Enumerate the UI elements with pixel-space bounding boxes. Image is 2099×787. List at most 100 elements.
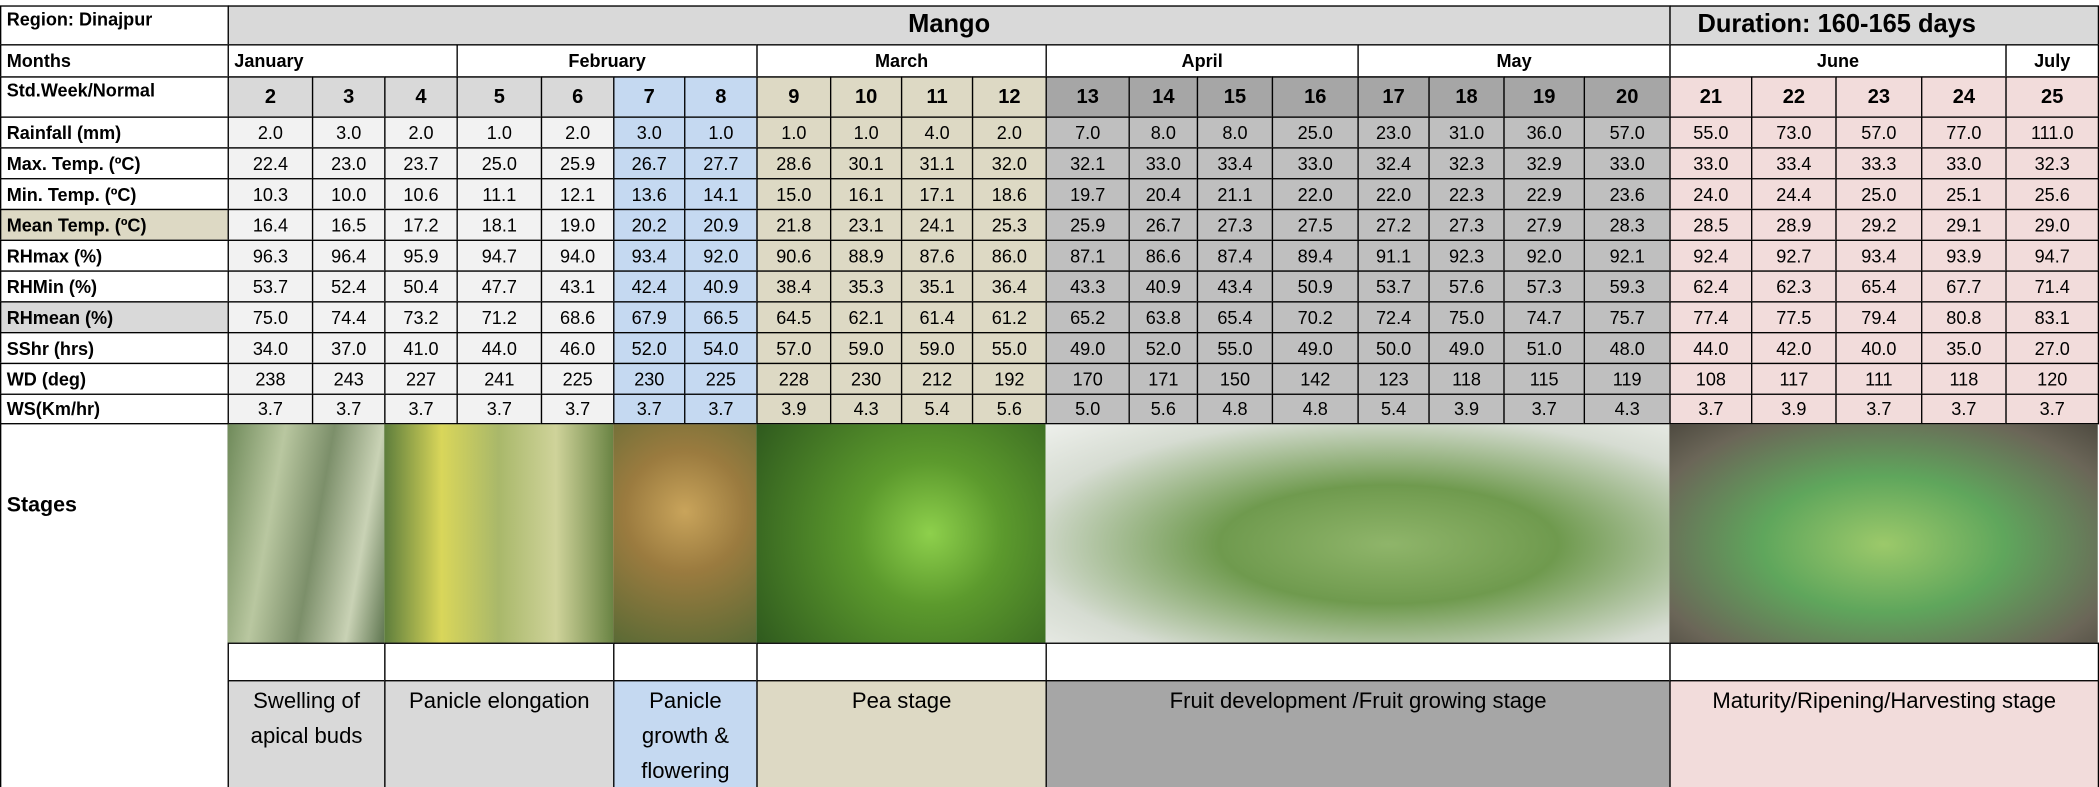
- data-cell: 27.7: [684, 147, 758, 179]
- data-cell: 28.9: [1751, 209, 1837, 241]
- data-cell: 5.6: [1129, 394, 1199, 425]
- data-cell: 16.1: [830, 178, 902, 210]
- data-cell: 225: [541, 363, 615, 395]
- week-number: 7: [613, 76, 685, 117]
- data-cell: 94.7: [2005, 240, 2099, 272]
- weather-table: Region: DinajpurMangoDuration: 160-165 d…: [0, 0, 2099, 787]
- data-cell: 68.6: [541, 301, 615, 333]
- data-cell: 2.0: [541, 116, 615, 148]
- data-cell: 18.1: [456, 209, 542, 241]
- data-cell: 36.0: [1503, 116, 1585, 148]
- data-cell: 27.0: [2005, 332, 2099, 364]
- data-cell: 2.0: [384, 116, 458, 148]
- data-cell: 111.0: [2005, 116, 2099, 148]
- data-cell: 55.0: [1669, 116, 1752, 148]
- data-cell: 3.7: [541, 394, 615, 425]
- data-cell: 25.0: [456, 147, 542, 179]
- blank-cell: [228, 643, 386, 682]
- week-number: 14: [1129, 76, 1199, 117]
- data-cell: 30.1: [830, 147, 902, 179]
- data-cell: 49.0: [1428, 332, 1504, 364]
- data-cell: 28.3: [1584, 209, 1671, 241]
- data-cell: 21.8: [756, 209, 831, 241]
- week-number: 18: [1428, 76, 1504, 117]
- data-cell: 79.4: [1835, 301, 1922, 333]
- data-cell: 225: [684, 363, 758, 395]
- data-cell: 23.7: [384, 147, 458, 179]
- data-cell: 47.7: [456, 270, 542, 302]
- data-cell: 44.0: [456, 332, 542, 364]
- month-label: January: [228, 44, 458, 77]
- data-cell: 23.0: [312, 147, 386, 179]
- data-cell: 42.4: [613, 270, 685, 302]
- data-cell: 15.0: [756, 178, 831, 210]
- week-number: 13: [1046, 76, 1130, 117]
- data-cell: 27.2: [1357, 209, 1429, 241]
- data-cell: 21.1: [1197, 178, 1273, 210]
- data-cell: 108: [1669, 363, 1752, 395]
- week-number: 5: [456, 76, 542, 117]
- data-cell: 40.0: [1835, 332, 1922, 364]
- month-label: June: [1669, 44, 2006, 77]
- data-cell: 31.1: [901, 147, 973, 179]
- data-cell: 71.2: [456, 301, 542, 333]
- data-cell: 95.9: [384, 240, 458, 272]
- week-number: 9: [756, 76, 831, 117]
- data-cell: 92.1: [1584, 240, 1671, 272]
- stages-label: Stages: [0, 423, 229, 787]
- data-cell: 23.6: [1584, 178, 1671, 210]
- data-cell: 3.0: [312, 116, 386, 148]
- stage-name: Swelling of apical buds: [228, 680, 386, 787]
- week-number: 22: [1751, 76, 1837, 117]
- data-cell: 238: [228, 363, 314, 395]
- data-cell: 53.7: [228, 270, 314, 302]
- row-label: RHMin (%): [0, 270, 229, 302]
- data-cell: 3.7: [1835, 394, 1922, 425]
- data-cell: 43.3: [1046, 270, 1130, 302]
- data-cell: 19.0: [541, 209, 615, 241]
- data-cell: 32.1: [1046, 147, 1130, 179]
- data-cell: 3.9: [1428, 394, 1504, 425]
- data-cell: 40.9: [1129, 270, 1199, 302]
- data-cell: 33.0: [1129, 147, 1199, 179]
- row-label: Rainfall (mm): [0, 116, 229, 148]
- week-number: 23: [1835, 76, 1922, 117]
- data-cell: 75.0: [228, 301, 314, 333]
- data-cell: 28.6: [756, 147, 831, 179]
- stage-photo: [756, 424, 1045, 642]
- data-cell: 67.7: [1921, 270, 2007, 302]
- row-label: Mean Temp. (ºC): [0, 209, 229, 241]
- data-cell: 96.3: [228, 240, 314, 272]
- stage-name: Maturity/Ripening/Harvesting stage: [1669, 680, 2099, 787]
- data-cell: 92.3: [1428, 240, 1504, 272]
- data-cell: 83.1: [2005, 301, 2099, 333]
- data-cell: 93.9: [1921, 240, 2007, 272]
- data-cell: 24.1: [901, 209, 973, 241]
- month-label: May: [1357, 44, 1670, 77]
- data-cell: 33.0: [1584, 147, 1671, 179]
- data-cell: 4.3: [1584, 394, 1671, 425]
- data-cell: 3.9: [1751, 394, 1837, 425]
- data-cell: 59.3: [1584, 270, 1671, 302]
- data-cell: 48.0: [1584, 332, 1671, 364]
- data-cell: 1.0: [684, 116, 758, 148]
- data-cell: 24.4: [1751, 178, 1837, 210]
- data-cell: 33.0: [1921, 147, 2007, 179]
- data-cell: 5.4: [901, 394, 973, 425]
- data-cell: 33.0: [1272, 147, 1359, 179]
- data-cell: 16.5: [312, 209, 386, 241]
- data-cell: 75.7: [1584, 301, 1671, 333]
- data-cell: 20.4: [1129, 178, 1199, 210]
- week-number: 20: [1584, 76, 1671, 117]
- week-number: 17: [1357, 76, 1429, 117]
- data-cell: 10.6: [384, 178, 458, 210]
- data-cell: 170: [1046, 363, 1130, 395]
- data-cell: 59.0: [830, 332, 902, 364]
- week-number: 24: [1921, 76, 2007, 117]
- data-cell: 5.0: [1046, 394, 1130, 425]
- data-cell: 12.1: [541, 178, 615, 210]
- data-cell: 33.0: [1669, 147, 1752, 179]
- data-cell: 3.7: [1503, 394, 1585, 425]
- data-cell: 25.1: [1921, 178, 2007, 210]
- data-cell: 35.1: [901, 270, 973, 302]
